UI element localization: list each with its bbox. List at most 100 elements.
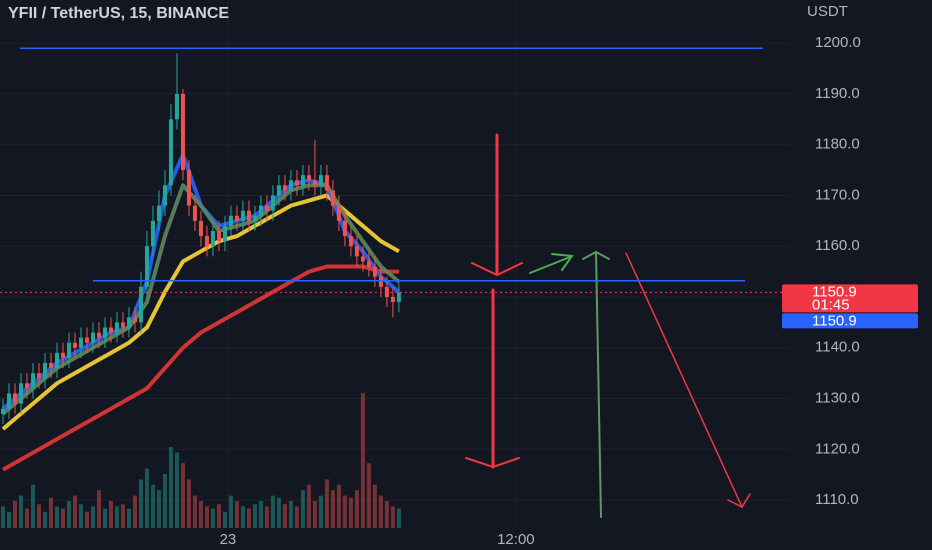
arrow-head <box>471 262 523 277</box>
last-price-label: 1150.9 <box>812 283 857 300</box>
candle-body <box>366 261 371 267</box>
volume-bar <box>174 452 179 528</box>
volume-bar <box>234 501 239 528</box>
volume-bar <box>210 508 215 528</box>
volume-bar <box>126 508 131 528</box>
volume-bar <box>60 508 65 528</box>
candle-body <box>30 373 35 389</box>
candle-body <box>348 236 353 247</box>
candle-body <box>240 210 245 221</box>
candle-layer <box>0 53 401 424</box>
arrow-head <box>582 250 610 260</box>
volume-bar <box>132 495 137 528</box>
candle-body <box>228 215 233 226</box>
y-tick-label: 1120.0 <box>815 440 860 457</box>
candle-body <box>0 408 5 414</box>
volume-bar <box>270 495 275 528</box>
candle-body <box>78 337 83 348</box>
candle-body <box>198 220 203 237</box>
volume-bar <box>54 506 59 528</box>
candle-body <box>312 180 317 186</box>
candle-body <box>270 195 275 211</box>
volume-bar <box>192 495 197 528</box>
volume-bar <box>24 508 29 528</box>
volume-bar <box>48 497 53 528</box>
candle-body <box>114 322 119 333</box>
volume-bar <box>330 490 335 528</box>
volume-bar <box>204 506 209 528</box>
volume-bar <box>42 511 47 528</box>
volume-bar <box>18 495 23 528</box>
y-tick-label: 1200.0 <box>815 34 861 51</box>
candle-body <box>48 363 53 369</box>
volume-bar <box>228 495 233 528</box>
candle-body <box>192 205 197 221</box>
candle-body <box>84 337 89 343</box>
y-tick-label: 1180.0 <box>815 136 860 153</box>
volume-bar <box>36 504 41 528</box>
candle-body <box>306 175 311 181</box>
candle-body <box>330 190 335 206</box>
candle-body <box>186 170 191 206</box>
last-price-box <box>782 284 918 313</box>
candle-body <box>336 205 341 221</box>
candle-body <box>324 175 329 191</box>
arrow <box>529 256 571 274</box>
candle-body <box>378 276 383 287</box>
candle-body <box>396 292 401 303</box>
volume-bar <box>306 484 311 528</box>
volume-bar <box>336 484 341 528</box>
candle-body <box>288 180 293 191</box>
candle-body <box>294 180 299 186</box>
volume-bar <box>348 497 353 528</box>
volume-bar <box>222 511 227 528</box>
candle-body <box>6 393 11 409</box>
drawings <box>465 133 751 518</box>
volume-bar <box>264 506 269 528</box>
volume-bar <box>366 463 371 528</box>
volume-bar <box>120 504 125 528</box>
volume-bar <box>252 504 257 528</box>
y-tick-label: 1170.0 <box>815 186 860 203</box>
axis-unit: USDT <box>807 3 848 20</box>
candle-body <box>204 236 209 247</box>
volume-bar <box>168 447 173 528</box>
candle-body <box>222 225 227 242</box>
candle-body <box>360 256 365 262</box>
candle-body <box>138 286 143 323</box>
volume-bar <box>198 501 203 528</box>
arrow <box>595 251 602 518</box>
y-tick-label: 1110.0 <box>815 491 859 508</box>
volume-bar <box>114 506 119 528</box>
candle-body <box>300 175 305 186</box>
arrow-head <box>551 253 574 271</box>
volume-bar <box>258 501 263 528</box>
volume-bar <box>342 495 347 528</box>
y-tick-label: 1130.0 <box>815 390 860 407</box>
moving-average <box>2 264 399 472</box>
candle-body <box>384 286 389 297</box>
volume-bar <box>246 508 251 528</box>
candle-body <box>342 220 347 237</box>
volume-bar <box>162 474 167 528</box>
candle-body <box>210 231 215 247</box>
candle-body <box>174 93 179 120</box>
volume-bar <box>390 506 395 528</box>
volume-bar <box>384 501 389 528</box>
candle-body <box>120 322 125 328</box>
candle-body <box>90 332 95 343</box>
candle-body <box>72 342 77 348</box>
volume-bar <box>72 495 77 528</box>
candle-body <box>318 175 323 186</box>
volume-bar <box>294 506 299 528</box>
candle-body <box>168 119 173 186</box>
volume-bar <box>0 506 5 528</box>
candle-body <box>12 393 17 404</box>
candle-body <box>372 266 377 277</box>
candle-body <box>54 352 59 369</box>
volume-bar <box>372 484 377 528</box>
candle-body <box>390 297 395 303</box>
volume-bar <box>66 501 71 528</box>
candle-body <box>108 327 113 333</box>
